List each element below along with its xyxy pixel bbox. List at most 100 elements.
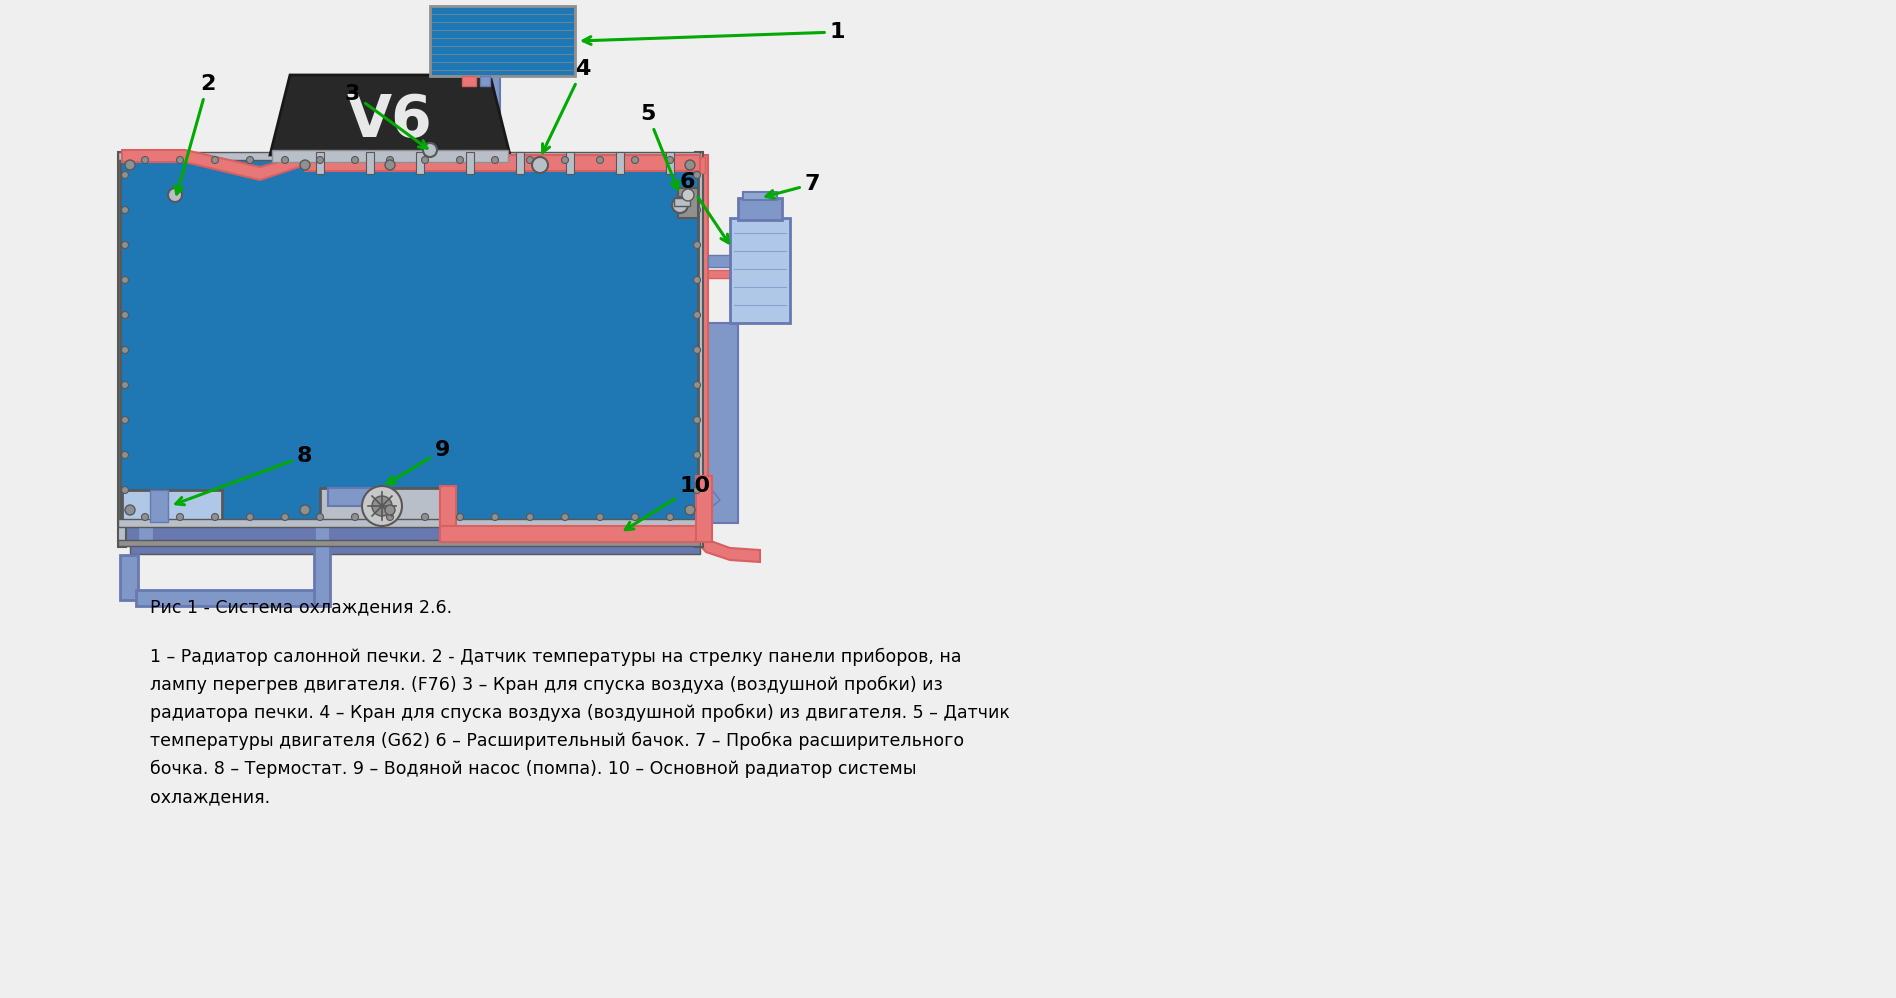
Bar xyxy=(324,522,336,540)
Bar xyxy=(603,157,612,520)
Bar xyxy=(288,158,296,520)
Circle shape xyxy=(694,207,700,214)
Bar xyxy=(144,157,152,520)
Bar xyxy=(119,520,138,546)
Bar xyxy=(574,157,582,520)
Bar xyxy=(165,158,173,520)
Bar xyxy=(673,198,690,206)
Bar xyxy=(645,522,654,540)
Bar xyxy=(525,157,533,520)
Bar xyxy=(118,540,700,546)
Bar xyxy=(453,157,461,520)
Bar xyxy=(315,480,330,606)
Bar xyxy=(374,524,383,540)
Bar xyxy=(119,555,138,600)
Bar xyxy=(157,524,167,540)
Bar xyxy=(322,157,332,520)
Bar xyxy=(355,522,364,540)
Bar xyxy=(119,155,698,522)
Bar xyxy=(228,522,239,540)
Bar xyxy=(131,542,700,554)
Bar xyxy=(438,524,447,540)
Bar xyxy=(188,524,195,540)
Bar xyxy=(345,524,353,540)
Bar xyxy=(209,157,216,520)
Circle shape xyxy=(694,276,700,283)
Bar xyxy=(173,157,180,520)
Bar xyxy=(582,157,590,520)
Bar xyxy=(135,158,142,520)
Bar xyxy=(281,157,288,520)
Bar xyxy=(121,158,129,520)
Bar xyxy=(252,158,258,520)
Bar xyxy=(654,524,664,540)
Bar xyxy=(546,157,554,520)
Bar xyxy=(394,157,404,520)
Bar xyxy=(296,522,307,540)
Circle shape xyxy=(207,347,224,363)
Bar xyxy=(190,522,201,540)
Circle shape xyxy=(561,514,569,521)
Text: бочка. 8 – Термостат. 9 – Водяной насос (помпа). 10 – Основной радиатор системы: бочка. 8 – Термостат. 9 – Водяной насос … xyxy=(150,760,916,778)
Circle shape xyxy=(457,514,463,521)
Bar xyxy=(121,158,307,520)
Bar xyxy=(411,522,423,540)
Circle shape xyxy=(121,346,129,353)
Bar xyxy=(118,152,700,160)
Bar xyxy=(402,157,411,520)
Bar xyxy=(518,157,525,520)
Bar xyxy=(639,157,648,520)
Bar xyxy=(489,157,497,520)
Circle shape xyxy=(210,403,220,413)
Circle shape xyxy=(121,172,129,179)
Circle shape xyxy=(163,403,267,507)
Circle shape xyxy=(163,350,173,360)
Bar xyxy=(631,157,641,520)
Bar xyxy=(425,524,432,540)
Text: 1: 1 xyxy=(584,22,846,44)
Bar xyxy=(561,157,569,520)
Bar xyxy=(540,524,548,540)
Bar xyxy=(294,158,301,520)
Circle shape xyxy=(694,451,700,458)
Circle shape xyxy=(121,416,129,423)
Bar xyxy=(245,158,252,520)
Bar xyxy=(557,522,567,540)
Bar xyxy=(358,157,368,520)
Bar xyxy=(228,158,233,520)
Bar xyxy=(252,157,260,520)
Bar xyxy=(569,524,576,540)
Bar xyxy=(679,188,698,218)
Bar xyxy=(474,157,482,520)
Bar xyxy=(317,157,324,520)
Text: охлаждения.: охлаждения. xyxy=(150,788,269,806)
Bar xyxy=(662,157,669,520)
Bar xyxy=(415,152,425,174)
Bar xyxy=(374,522,385,540)
Bar xyxy=(654,522,664,540)
Bar xyxy=(305,155,700,171)
Circle shape xyxy=(163,193,267,297)
Circle shape xyxy=(694,172,700,179)
Bar xyxy=(237,524,245,540)
Bar xyxy=(345,522,355,540)
Bar xyxy=(171,158,178,520)
Bar xyxy=(178,158,184,520)
Bar xyxy=(165,524,173,540)
Bar xyxy=(489,522,501,540)
Circle shape xyxy=(597,514,603,521)
Bar xyxy=(586,522,597,540)
Text: 6: 6 xyxy=(681,172,728,243)
Circle shape xyxy=(212,157,218,164)
Bar xyxy=(648,524,656,540)
Bar xyxy=(258,524,267,540)
Bar xyxy=(410,524,419,540)
Bar xyxy=(538,522,548,540)
Circle shape xyxy=(121,242,129,249)
Bar xyxy=(692,522,703,540)
Bar xyxy=(173,524,180,540)
Circle shape xyxy=(207,447,224,463)
Circle shape xyxy=(176,514,184,521)
Bar xyxy=(144,524,152,540)
Bar xyxy=(612,524,620,540)
